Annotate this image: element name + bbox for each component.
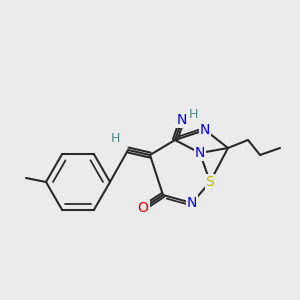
- Text: N: N: [200, 123, 210, 137]
- Text: N: N: [177, 113, 187, 127]
- Text: S: S: [206, 175, 214, 189]
- Text: N: N: [187, 196, 197, 210]
- Text: H: H: [188, 107, 198, 121]
- Text: O: O: [138, 201, 148, 215]
- Text: N: N: [195, 146, 205, 160]
- Text: H: H: [110, 131, 120, 145]
